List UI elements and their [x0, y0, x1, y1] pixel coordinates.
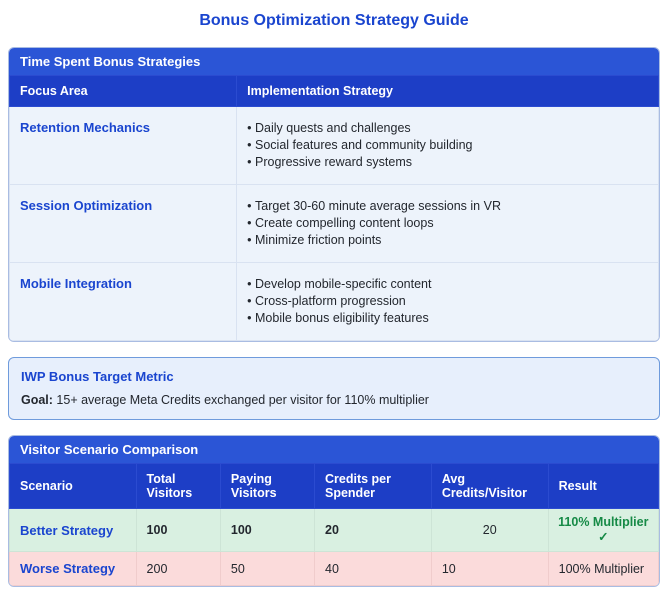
focus-area-session-optimization: Session Optimization — [9, 184, 238, 263]
strategies-card: Time Spent Bonus Strategies Focus Area I… — [8, 47, 660, 342]
table-row-worse-strategy: Worse Strategy 200 50 40 10 100% Multipl… — [9, 551, 659, 586]
bullet-item: Daily quests and challenges — [247, 120, 648, 137]
total-visitors-cell: 100 — [135, 508, 221, 552]
total-visitors-cell: 200 — [135, 551, 221, 586]
bullet-item: Target 30-60 minute average sessions in … — [247, 198, 648, 215]
bullet-item: Cross-platform progression — [247, 293, 648, 310]
avg-credits-cell: 20 — [430, 508, 549, 552]
bullet-item: Develop mobile-specific content — [247, 276, 648, 293]
result-cell: 110% Multiplier ✓ — [547, 508, 659, 552]
column-header-scenario: Scenario — [9, 463, 137, 509]
column-header-result: Result — [547, 463, 659, 509]
table-row-better-strategy: Better Strategy 100 100 20 20 110% Multi… — [9, 508, 659, 552]
column-header-implementation-strategy: Implementation Strategy — [236, 75, 659, 107]
check-mark-icon: ✓ — [598, 530, 609, 544]
comparison-card: Visitor Scenario Comparison Scenario Tot… — [8, 435, 660, 587]
paying-visitors-cell: 100 — [219, 508, 316, 552]
paying-visitors-cell: 50 — [219, 551, 316, 586]
strategies-table: Focus Area Implementation Strategy Reten… — [9, 75, 659, 341]
table-row: Mobile Integration Develop mobile-specif… — [9, 262, 659, 341]
column-header-credits-per-spender: Credits per Spender — [314, 463, 432, 509]
column-header-total-visitors: Total Visitors — [135, 463, 221, 509]
bullet-item: Social features and community building — [247, 137, 648, 154]
bullet-list: Daily quests and challenges Social featu… — [247, 120, 648, 171]
bullet-item: Mobile bonus eligibility features — [247, 310, 648, 327]
strategy-cell: Develop mobile-specific content Cross-pl… — [236, 262, 659, 341]
strategy-cell: Target 30-60 minute average sessions in … — [236, 184, 659, 263]
bullet-item: Minimize friction points — [247, 232, 648, 249]
bonus-target-callout: IWP Bonus Target Metric Goal: 15+ averag… — [8, 357, 660, 420]
focus-area-mobile-integration: Mobile Integration — [9, 262, 238, 341]
strategy-cell: Daily quests and challenges Social featu… — [236, 106, 659, 185]
result-text: 110% Multiplier — [558, 515, 649, 529]
comparison-header-row: Scenario Total Visitors Paying Visitors … — [9, 463, 659, 509]
callout-title: IWP Bonus Target Metric — [21, 369, 174, 384]
callout-goal: Goal: 15+ average Meta Credits exchanged… — [21, 393, 647, 407]
avg-credits-cell: 10 — [430, 551, 549, 586]
goal-label: Goal: — [21, 393, 53, 407]
bullet-item: Create compelling content loops — [247, 215, 648, 232]
result-cell: 100% Multiplier — [547, 551, 659, 586]
column-header-paying-visitors: Paying Visitors — [219, 463, 316, 509]
credits-per-spender-cell: 20 — [314, 508, 432, 552]
page-title: Bonus Optimization Strategy Guide — [199, 12, 469, 29]
strategies-header-row: Focus Area Implementation Strategy — [9, 75, 659, 107]
table-row: Retention Mechanics Daily quests and cha… — [9, 106, 659, 185]
bullet-item: Progressive reward systems — [247, 154, 648, 171]
bullet-list: Develop mobile-specific content Cross-pl… — [247, 276, 648, 327]
strategies-card-header: Time Spent Bonus Strategies — [9, 48, 659, 75]
credits-per-spender-cell: 40 — [314, 551, 432, 586]
scenario-cell: Worse Strategy — [9, 551, 137, 586]
scenario-cell: Better Strategy — [9, 508, 137, 552]
goal-text: 15+ average Meta Credits exchanged per v… — [52, 393, 429, 407]
focus-area-retention-mechanics: Retention Mechanics — [9, 106, 238, 185]
table-row: Session Optimization Target 30-60 minute… — [9, 184, 659, 263]
column-header-avg-credits-visitor: Avg Credits/Visitor — [430, 463, 549, 509]
bullet-list: Target 30-60 minute average sessions in … — [247, 198, 648, 249]
comparison-card-header: Visitor Scenario Comparison — [9, 436, 659, 463]
comparison-table: Scenario Total Visitors Paying Visitors … — [9, 463, 659, 586]
column-header-focus-area: Focus Area — [9, 75, 238, 107]
